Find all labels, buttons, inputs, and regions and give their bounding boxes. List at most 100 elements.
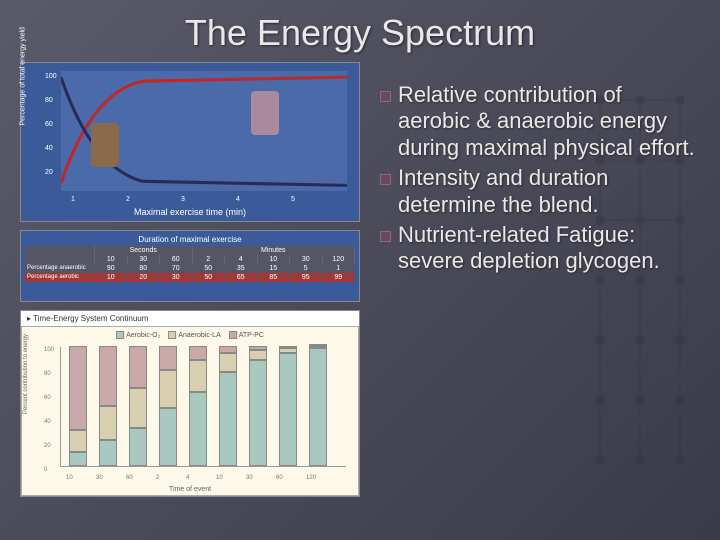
bar-stack: [189, 346, 207, 466]
table-cell: 65: [225, 273, 258, 282]
bar-segment: [159, 346, 177, 370]
bar-stack: [249, 346, 267, 466]
table-cell: 15: [258, 264, 291, 273]
table-cell: 35: [225, 264, 258, 273]
table-col-header: 2: [193, 255, 226, 264]
chart2-xtick: 4: [186, 475, 189, 481]
bar-segment: [249, 350, 267, 361]
chart2-xtick: 2: [156, 475, 159, 481]
chart2-ytick: 100: [44, 347, 54, 353]
bar-segment: [309, 348, 327, 466]
athlete-image-2: [251, 91, 279, 135]
legend-item: ATP-PC: [229, 331, 264, 339]
chart2-xtick: 30: [96, 475, 103, 481]
chart2-xtick: 120: [306, 475, 316, 481]
bar-segment: [99, 406, 117, 440]
legend-item: Anaerobic-LA: [168, 331, 220, 339]
stacked-bar-chart: Aerobic-O₂ Anaerobic-LA ATP-PC Percent con…: [21, 326, 359, 496]
chart2-ytick: 0: [44, 467, 47, 473]
bar-segment: [249, 360, 267, 466]
table-col-header: 10: [95, 255, 128, 264]
table-cell: 85: [258, 273, 291, 282]
bar-segment: [159, 370, 177, 408]
chart2-xtick: 60: [126, 475, 133, 481]
chart2-ytick: 40: [44, 419, 51, 425]
table-cell: 80: [128, 264, 161, 273]
table-cell: 1: [323, 264, 356, 273]
chart2-xtick: 60: [276, 475, 283, 481]
chart1-ytick: 20: [45, 169, 53, 176]
table-cell: 20: [128, 273, 161, 282]
time-energy-chart-container: ▸ Time-Energy System Continuum Aerobic-O…: [20, 310, 360, 497]
table-cell: 70: [160, 264, 193, 273]
table-cell: 90: [95, 264, 128, 273]
table-cell: 50: [193, 264, 226, 273]
bar-segment: [159, 408, 177, 466]
table-col-group: Minutes: [193, 246, 356, 255]
bar-stack: [69, 346, 87, 466]
chart1-xtick: 4: [236, 196, 240, 203]
bar-segment: [69, 452, 87, 466]
chart2-legend: Aerobic-O₂ Anaerobic-LA ATP-PC: [116, 331, 264, 339]
bar-stack: [309, 344, 327, 466]
chart2-title: ▸ Time-Energy System Continuum: [21, 311, 359, 326]
bar-stack: [99, 346, 117, 466]
table-row-label: Percentage anaerobic: [25, 264, 95, 273]
chart2-ytick: 20: [44, 443, 51, 449]
chart1-ytick: 100: [45, 73, 57, 80]
bar-stack: [219, 346, 237, 466]
table1-title: Duration of maximal exercise: [25, 235, 355, 244]
bar-segment: [189, 346, 207, 360]
chart1-xtick: 1: [71, 196, 75, 203]
table-col-header: 10: [258, 255, 291, 264]
table-col-header: 30: [290, 255, 323, 264]
athlete-image-1: [91, 123, 119, 167]
legend-item: Aerobic-O₂: [116, 331, 160, 339]
chart1-xtick: 2: [126, 196, 130, 203]
chart2-ylabel: Percent contribution to energy: [23, 334, 29, 414]
chart2-xtick: 30: [246, 475, 253, 481]
bar-segment: [99, 346, 117, 406]
bar-segment: [69, 346, 87, 430]
chart2-ytick: 60: [44, 395, 51, 401]
chart1-xtick: 5: [291, 196, 295, 203]
chart2-xtick: 10: [66, 475, 73, 481]
bar-segment: [279, 353, 297, 466]
table-col-group: Seconds: [95, 246, 193, 255]
chart1-ytick: 40: [45, 145, 53, 152]
bar-segment: [219, 353, 237, 372]
table-cell: 50: [193, 273, 226, 282]
table-cell: 10: [95, 273, 128, 282]
table-col-header: 120: [323, 255, 356, 264]
bar-segment: [129, 388, 147, 428]
table-cell: 95: [290, 273, 323, 282]
table-row-label: Percentage aerobic: [25, 273, 95, 282]
bar-segment: [219, 372, 237, 466]
chart1-ytick: 60: [45, 121, 53, 128]
chart1-xlabel: Maximal exercise time (min): [134, 207, 246, 217]
bullet-item: Nutrient-related Fatigue: severe depleti…: [380, 222, 700, 275]
table-cell: 99: [323, 273, 356, 282]
table-cell: 5: [290, 264, 323, 273]
energy-yield-chart: Percentage of total energy yield Maximal…: [20, 62, 360, 222]
chart1-xtick: 3: [181, 196, 185, 203]
bar-segment: [189, 360, 207, 391]
bar-stack: [279, 346, 297, 466]
chart1-ylabel: Percentage of total energy yield: [20, 27, 27, 125]
chart2-xtick: 10: [216, 475, 223, 481]
bar-segment: [219, 346, 237, 353]
bar-stack: [129, 346, 147, 466]
bullet-item: Intensity and duration determine the ble…: [380, 165, 700, 218]
table-cell: 30: [160, 273, 193, 282]
chart2-xlabel: Time of event: [169, 486, 211, 493]
chart1-ytick: 80: [45, 97, 53, 104]
bullet-item: Relative contribution of aerobic & anaer…: [380, 82, 700, 161]
bar-segment: [99, 440, 117, 466]
table-col-header: 4: [225, 255, 258, 264]
chart2-ytick: 80: [44, 371, 51, 377]
bar-segment: [129, 428, 147, 466]
table-col-header: 60: [160, 255, 193, 264]
bar-segment: [69, 430, 87, 452]
bullet-list: Relative contribution of aerobic & anaer…: [380, 82, 700, 275]
slide-title: The Energy Spectrum: [0, 0, 720, 62]
